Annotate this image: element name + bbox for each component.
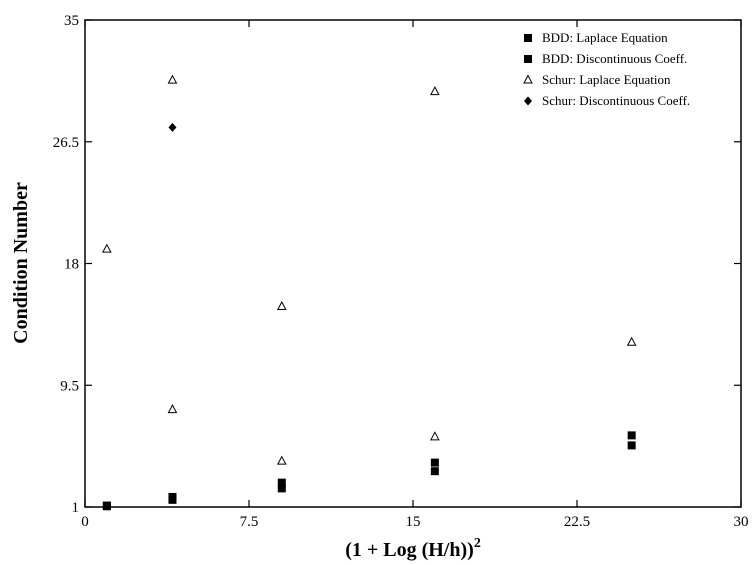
data-point-series-3 xyxy=(276,300,287,310)
data-point-series-4 xyxy=(168,122,177,132)
legend-label-4: Schur: Discontinuous Coeff. xyxy=(542,93,690,108)
y-tick-label: 26.5 xyxy=(53,135,79,151)
data-point-series-3 xyxy=(626,336,637,346)
data-point-series-1 xyxy=(627,441,636,450)
data-point-series-3 xyxy=(167,404,178,414)
legend-label-3: Schur: Laplace Equation xyxy=(542,72,671,87)
y-tick-label: 18 xyxy=(64,257,79,273)
data-point-series-1 xyxy=(430,467,439,476)
axis-ticks: 0 7.5 15 22.5 30 1 9.5 18 26.5 35 xyxy=(53,13,749,530)
data-point-series-2 xyxy=(430,458,439,467)
y-tick-label: 9.5 xyxy=(60,378,79,394)
legend-marker-2 xyxy=(524,55,532,63)
data-point-series-2 xyxy=(627,431,636,440)
x-tick-label: 0 xyxy=(81,514,89,530)
y-tick-label: 1 xyxy=(72,500,80,516)
x-tick-label: 7.5 xyxy=(240,514,259,530)
x-axis-title-superscript: 2 xyxy=(474,536,481,551)
x-tick-label: 15 xyxy=(406,514,421,530)
data-point-series-1 xyxy=(277,484,286,493)
data-points xyxy=(102,74,637,511)
x-tick-label: 22.5 xyxy=(564,514,590,530)
legend-label-1: BDD: Laplace Equation xyxy=(542,30,668,45)
data-point-series-3 xyxy=(167,74,178,84)
legend: BDD: Laplace Equation BDD: Discontinuous … xyxy=(523,30,690,108)
x-axis-title-main: (1 + Log (H/h)) xyxy=(345,539,474,561)
data-point-series-2 xyxy=(277,478,286,487)
x-axis-title: (1 + Log (H/h))2 xyxy=(345,536,481,561)
data-point-series-3 xyxy=(102,243,112,253)
data-point-series-3 xyxy=(430,431,440,441)
data-point-series-2 xyxy=(168,492,177,501)
data-point-series-2 xyxy=(102,502,111,511)
x-tick-label: 30 xyxy=(734,514,749,530)
y-axis-title: Condition Number xyxy=(10,182,32,344)
data-point-series-3 xyxy=(276,455,287,465)
legend-label-2: BDD: Discontinuous Coeff. xyxy=(542,51,687,66)
legend-marker-4 xyxy=(524,96,532,106)
legend-marker-3 xyxy=(523,74,533,84)
data-point-series-3 xyxy=(430,86,440,96)
y-tick-label: 35 xyxy=(64,13,79,29)
legend-marker-1 xyxy=(524,34,532,42)
